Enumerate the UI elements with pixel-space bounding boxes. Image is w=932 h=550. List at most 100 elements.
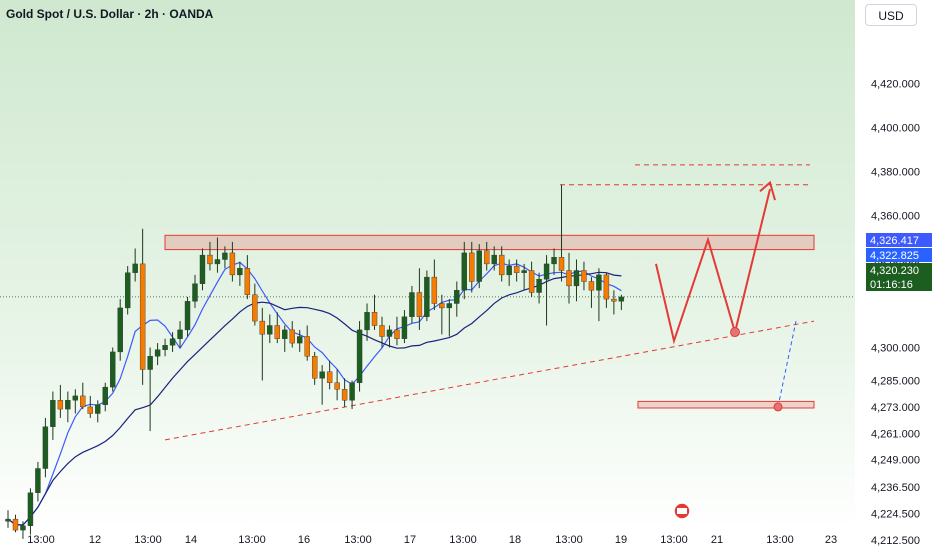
- candle-body: [117, 307, 123, 353]
- candle-body: [207, 254, 213, 265]
- candle-body: [356, 329, 363, 383]
- x-tick-label: 13:00: [555, 534, 583, 546]
- x-tick-label: 18: [509, 534, 521, 546]
- candle-body: [124, 272, 131, 309]
- x-tick-label: 16: [298, 534, 310, 546]
- candle-body: [588, 281, 595, 291]
- candle-body: [222, 252, 228, 260]
- x-tick-label: 19: [615, 534, 627, 546]
- y-tick-label: 4,224.500: [871, 509, 920, 521]
- candle-body: [379, 325, 385, 337]
- candle-body: [536, 279, 542, 293]
- projected-path: [655, 188, 771, 345]
- plot-background: [0, 0, 855, 530]
- candle-body: [476, 250, 482, 282]
- candle-body: [132, 263, 138, 273]
- candle-body: [237, 268, 243, 276]
- candle-body: [12, 518, 19, 531]
- x-tick-label: 21: [711, 534, 723, 546]
- price-tag-label: 4,322.825: [870, 250, 919, 262]
- candle-body: [394, 329, 400, 339]
- y-tick-label: 4,212.500: [871, 535, 920, 547]
- candle-body: [42, 426, 49, 469]
- chart-title: Gold Spot / U.S. Dollar · 2h · OANDA: [6, 7, 214, 21]
- candle-body: [57, 400, 64, 410]
- y-tick-label: 4,285.000: [871, 376, 920, 388]
- candle-body: [424, 276, 430, 317]
- candle-body: [110, 351, 116, 388]
- candle-body: [409, 292, 415, 317]
- candle-body: [147, 356, 153, 370]
- candle-body: [297, 336, 303, 344]
- candle-body: [80, 395, 86, 408]
- price-tag-label: 4,320.230: [870, 265, 919, 277]
- candle-body: [454, 290, 460, 304]
- candle-body: [596, 274, 602, 291]
- candle-body: [289, 329, 295, 344]
- candle-body: [491, 254, 497, 265]
- x-tick-label: 13:00: [238, 534, 266, 546]
- x-tick-label: 13:00: [660, 534, 688, 546]
- resistance-zone: [164, 234, 815, 251]
- y-tick-label: 4,273.000: [871, 402, 920, 414]
- projected-arrow-head: [759, 180, 776, 201]
- y-tick-label: 4,380.000: [871, 167, 920, 179]
- rising-trendline: [164, 320, 815, 441]
- y-tick-label: 4,360.000: [871, 211, 920, 223]
- flag-stripe-icon: [677, 508, 687, 514]
- candle-body: [334, 382, 340, 390]
- candle-body: [581, 270, 587, 282]
- price-tag: [866, 233, 932, 247]
- candle-body: [154, 349, 161, 357]
- candle-body: [184, 301, 191, 331]
- alternative-path: [777, 320, 797, 408]
- x-tick-label: 13:00: [27, 534, 55, 546]
- moving-average-slow: [7, 271, 622, 526]
- y-tick-label: 4,420.000: [871, 79, 920, 91]
- y-tick-label: 4,249.000: [871, 455, 920, 467]
- candle-body: [259, 320, 266, 335]
- candle-body: [349, 382, 355, 401]
- candle-body: [573, 270, 580, 287]
- candle-body: [431, 276, 438, 304]
- candle-body: [282, 329, 288, 339]
- candle-body: [72, 395, 79, 401]
- candle-body: [386, 329, 393, 337]
- x-tick-label: 12: [89, 534, 101, 546]
- candle-body: [274, 325, 280, 339]
- candle-body: [169, 338, 176, 346]
- candle-body: [177, 329, 183, 339]
- x-tick-label: 13:00: [344, 534, 372, 546]
- candle-body: [401, 316, 408, 339]
- x-tick-label: 14: [185, 534, 197, 546]
- candle-body: [446, 303, 453, 309]
- candle-body: [87, 406, 93, 414]
- candle-body: [364, 312, 370, 331]
- candle-body: [214, 259, 221, 265]
- candle-body: [5, 518, 11, 522]
- candle-body: [229, 252, 236, 276]
- candle-body: [551, 257, 557, 265]
- x-tick-label: 13:00: [766, 534, 794, 546]
- candle-body: [35, 468, 41, 493]
- candle-body: [244, 268, 251, 295]
- candle-body: [469, 252, 475, 282]
- price-tag: [866, 277, 932, 291]
- price-tag: [866, 248, 932, 262]
- candle-body: [326, 371, 333, 383]
- candle-body: [65, 400, 71, 410]
- candle-body: [20, 525, 26, 531]
- candle-body: [416, 292, 423, 317]
- currency-button[interactable]: USD: [865, 4, 917, 26]
- moving-average-fast: [7, 261, 622, 526]
- candle-body: [252, 294, 258, 322]
- time-axis-panel: [0, 530, 855, 550]
- price-tag-label: 4,326.417: [870, 235, 919, 247]
- candle-body: [371, 312, 378, 326]
- price-tag: [866, 263, 932, 277]
- candle-body: [199, 254, 206, 284]
- y-tick-label: 4,261.000: [871, 428, 920, 440]
- candle-body: [618, 296, 625, 302]
- x-tick-label: 13:00: [134, 534, 162, 546]
